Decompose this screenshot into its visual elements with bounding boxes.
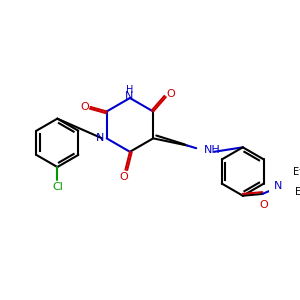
Text: N: N [274,181,282,191]
Text: Cl: Cl [52,182,63,192]
Text: O: O [119,172,128,182]
Text: Et: Et [293,167,300,177]
Text: N: N [125,91,133,101]
Text: O: O [259,200,268,210]
Text: NH: NH [204,145,221,155]
Text: Et: Et [295,187,300,197]
Text: O: O [167,88,176,98]
Text: N: N [96,134,105,143]
Text: O: O [81,102,89,112]
Text: H: H [126,85,134,95]
